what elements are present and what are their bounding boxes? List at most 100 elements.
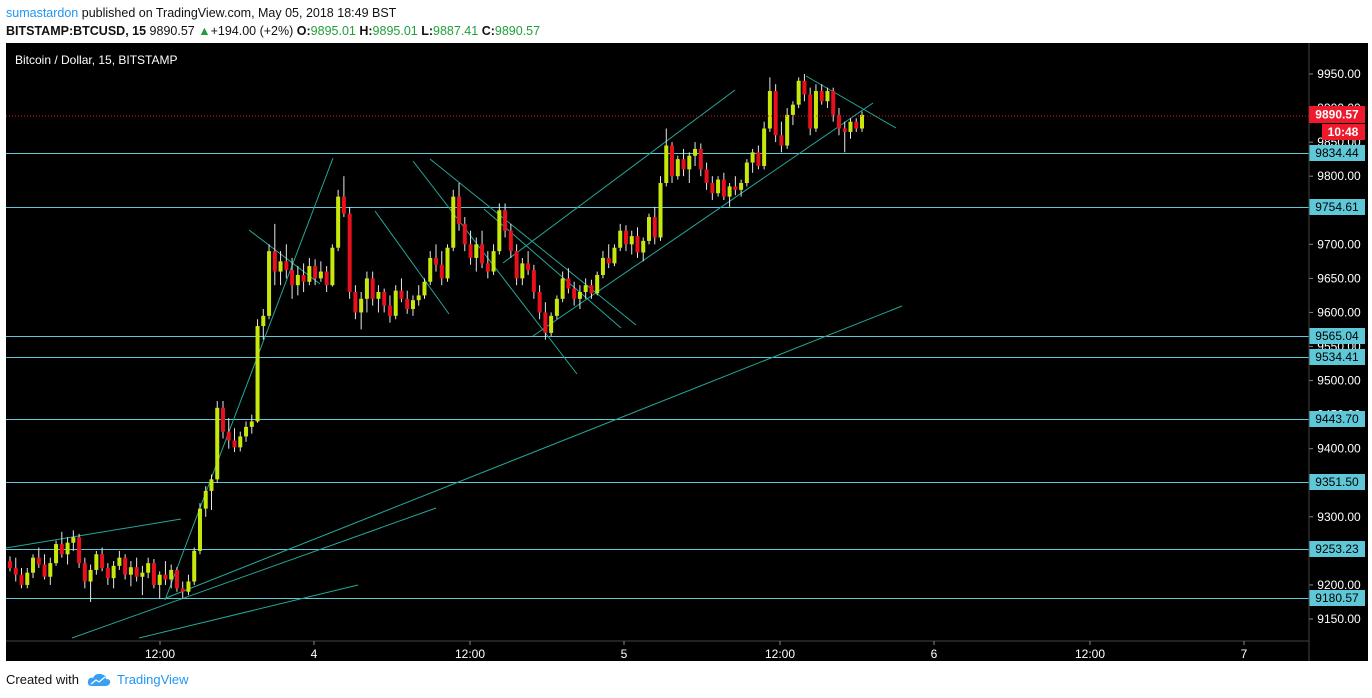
candle-body [572, 288, 577, 299]
candle-body [445, 247, 450, 279]
candle-body [8, 561, 12, 568]
candle-body [589, 285, 594, 294]
y-tick-label: 9300.00 [1317, 510, 1361, 524]
candle-body [31, 557, 36, 573]
x-tick-label: 6 [931, 647, 938, 661]
candle-body [278, 261, 283, 272]
candle-body [462, 223, 467, 245]
candle-body [693, 148, 698, 156]
candle-body [854, 121, 859, 129]
candle-body [520, 263, 525, 279]
candle-body [739, 183, 744, 190]
trendline [165, 305, 903, 599]
candle-body [174, 569, 179, 589]
level-tag [1309, 328, 1365, 344]
candle-body [203, 490, 208, 509]
candle-body [249, 421, 254, 427]
trendline [429, 158, 637, 326]
tradingview-cloud-icon [87, 673, 111, 686]
candle-body [186, 581, 191, 592]
candle-body [773, 91, 778, 136]
candle-body [687, 155, 692, 170]
candle-body [647, 217, 651, 241]
candle-body [664, 145, 669, 183]
candle-body [635, 236, 640, 253]
candle-body [71, 537, 76, 543]
candle-body [762, 128, 767, 166]
candle-body [221, 407, 225, 432]
candle-body [370, 278, 375, 299]
candlestick-chart[interactable]: 9950.009900.009850.009800.009750.009700.… [5, 43, 1368, 661]
candle-body [503, 210, 508, 231]
candle-body [727, 186, 732, 197]
candle-body [831, 91, 836, 115]
level-tag [1309, 474, 1365, 490]
author-link[interactable]: sumastardon [6, 6, 79, 20]
candle-body [410, 300, 415, 310]
candle-body [485, 263, 490, 272]
candle-body [623, 230, 628, 245]
candle-body [157, 574, 162, 585]
candle-body [382, 292, 387, 306]
y-tick-label: 9500.00 [1317, 374, 1361, 388]
change: +194.00 (+2%) [210, 24, 294, 38]
candle-body [658, 183, 663, 238]
level-tag [1309, 590, 1365, 606]
high-label: H: [359, 24, 373, 38]
tradingview-link[interactable]: TradingView [116, 672, 189, 687]
candle-body [750, 152, 755, 163]
ohlc-line: BITSTAMP:BTCUSD, 15 9890.57 ▲+194.00 (+2… [6, 22, 540, 40]
candle-body [100, 554, 105, 568]
candle-body [151, 563, 156, 585]
candle-body [226, 431, 231, 441]
candle-body [364, 278, 369, 299]
candle-body [526, 263, 531, 271]
candle-body [197, 508, 202, 551]
high-value: 9895.01 [372, 24, 418, 38]
open-label: O: [296, 24, 311, 38]
y-tick-label: 9600.00 [1317, 305, 1361, 319]
candle-body [347, 213, 352, 292]
candle-body [836, 114, 841, 129]
y-tick-label: 9800.00 [1317, 169, 1361, 183]
y-tick-label: 9400.00 [1317, 442, 1361, 456]
candle-body [744, 162, 749, 183]
candle-body [36, 557, 41, 565]
level-tag [1309, 145, 1365, 161]
candle-body [537, 292, 542, 313]
chart-title: Bitcoin / Dollar, 15, BITSTAMP [15, 53, 178, 67]
candle-body [353, 292, 358, 313]
candle-body [842, 128, 847, 132]
x-tick-label: 5 [621, 647, 628, 661]
candle-body [600, 257, 605, 275]
x-tick-label: 12:00 [1075, 647, 1105, 661]
candle-body [82, 563, 87, 582]
candle-body [54, 544, 59, 564]
candle-body [652, 217, 657, 238]
candle-body [134, 567, 139, 577]
candle-body [267, 251, 272, 316]
candle-body [721, 179, 726, 197]
trendline [138, 584, 359, 639]
candle-body [105, 567, 110, 579]
candle-body [698, 148, 703, 170]
candle-body [733, 186, 738, 190]
candle-body [756, 152, 761, 166]
candle-body [860, 114, 864, 129]
candle-body [549, 315, 554, 333]
candle-body [169, 569, 174, 580]
publish-info: published on TradingView.com, May 05, 20… [81, 6, 397, 20]
low-value: 9887.41 [433, 24, 479, 38]
candle-body [808, 94, 813, 129]
candle-body [595, 274, 600, 294]
trendline [805, 75, 897, 129]
candle-body [428, 257, 433, 282]
candle-body [272, 251, 277, 272]
y-tick-label: 9150.00 [1317, 612, 1361, 626]
level-tag-label: 9754.61 [1315, 200, 1359, 214]
chart-area[interactable]: 9950.009900.009850.009800.009750.009700.… [5, 43, 1368, 661]
candle-body [457, 196, 462, 224]
trendline [71, 507, 437, 639]
x-tick-label: 12:00 [455, 647, 485, 661]
candle-body [261, 315, 266, 327]
